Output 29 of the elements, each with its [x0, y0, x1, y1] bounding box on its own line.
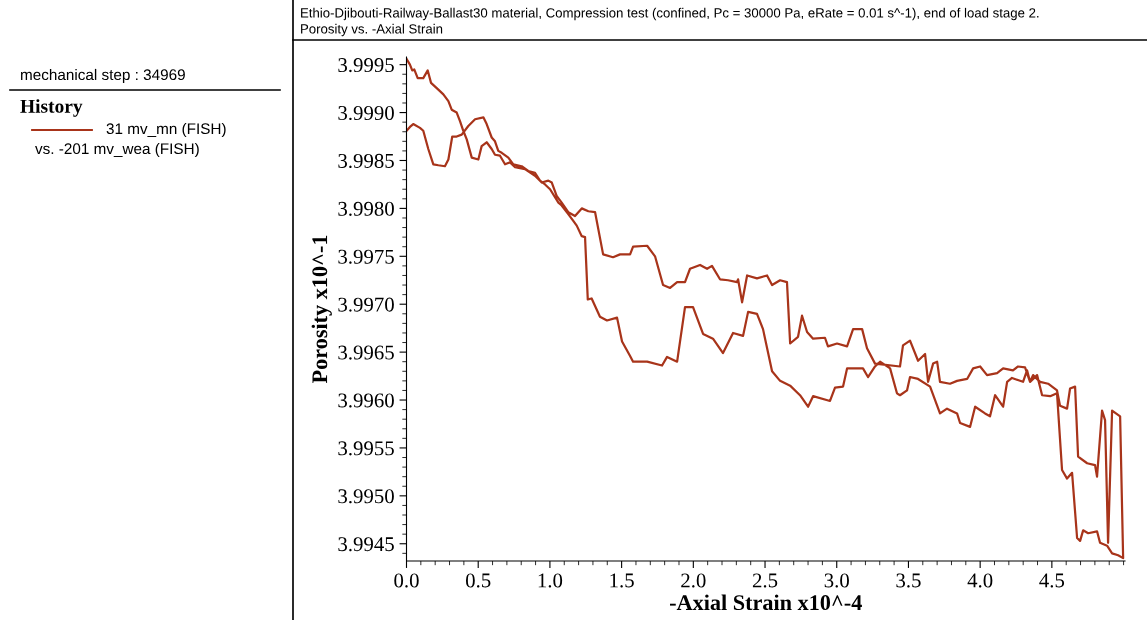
x-tick-label: 2.0: [681, 573, 706, 588]
x-tick-label: 3.0: [824, 573, 849, 588]
y-tick-label: 3.9995: [338, 58, 394, 73]
y-tick-label: 3.9975: [338, 249, 394, 264]
y-tick-label: 3.9970: [338, 297, 394, 312]
y-tick-label: 3.9960: [338, 393, 394, 408]
x-tick-label: 4.0: [967, 573, 993, 588]
y-tick-label: 3.9965: [338, 345, 394, 360]
y-tick-label: 3.9990: [338, 105, 394, 121]
x-tick-label: 4.5: [1039, 573, 1065, 588]
y-tick-label: 3.9985: [338, 153, 394, 169]
text: mechanical step : 34969: [21, 68, 185, 84]
y-tick-label: 3.9950: [338, 489, 394, 504]
x-tick-label: 0.0: [394, 573, 419, 588]
legend-label: 31 mv_mn (FISH): [106, 122, 226, 138]
y-tick-label: 3.9945: [338, 537, 394, 552]
x-axis-title: -Axial Strain x10^-4: [669, 594, 862, 611]
chart-title: Ethio-Djibouti-Railway-Ballast30 material, Compression test (confined, Pc = 30000 Pa, eRate = 0.01 s^-1), end of load stage 2.: [301, 7, 1039, 21]
y-tick-label: 3.9955: [338, 441, 394, 456]
y-tick-label: 3.9980: [338, 201, 394, 216]
text: vs. -201 mv_wea (FISH): [35, 142, 199, 158]
x-tick-label: 3.5: [896, 573, 921, 588]
legend-title: History: [20, 99, 83, 117]
x-tick-label: 0.5: [465, 573, 491, 588]
y-axis-title: Porosity x10^-1: [311, 235, 332, 384]
x-tick-label: 1.5: [610, 573, 634, 588]
x-tick-label: 2.5: [752, 573, 778, 588]
chart-subtitle: Porosity vs. -Axial Strain: [301, 23, 443, 37]
x-tick-label: 1.0: [538, 573, 563, 588]
